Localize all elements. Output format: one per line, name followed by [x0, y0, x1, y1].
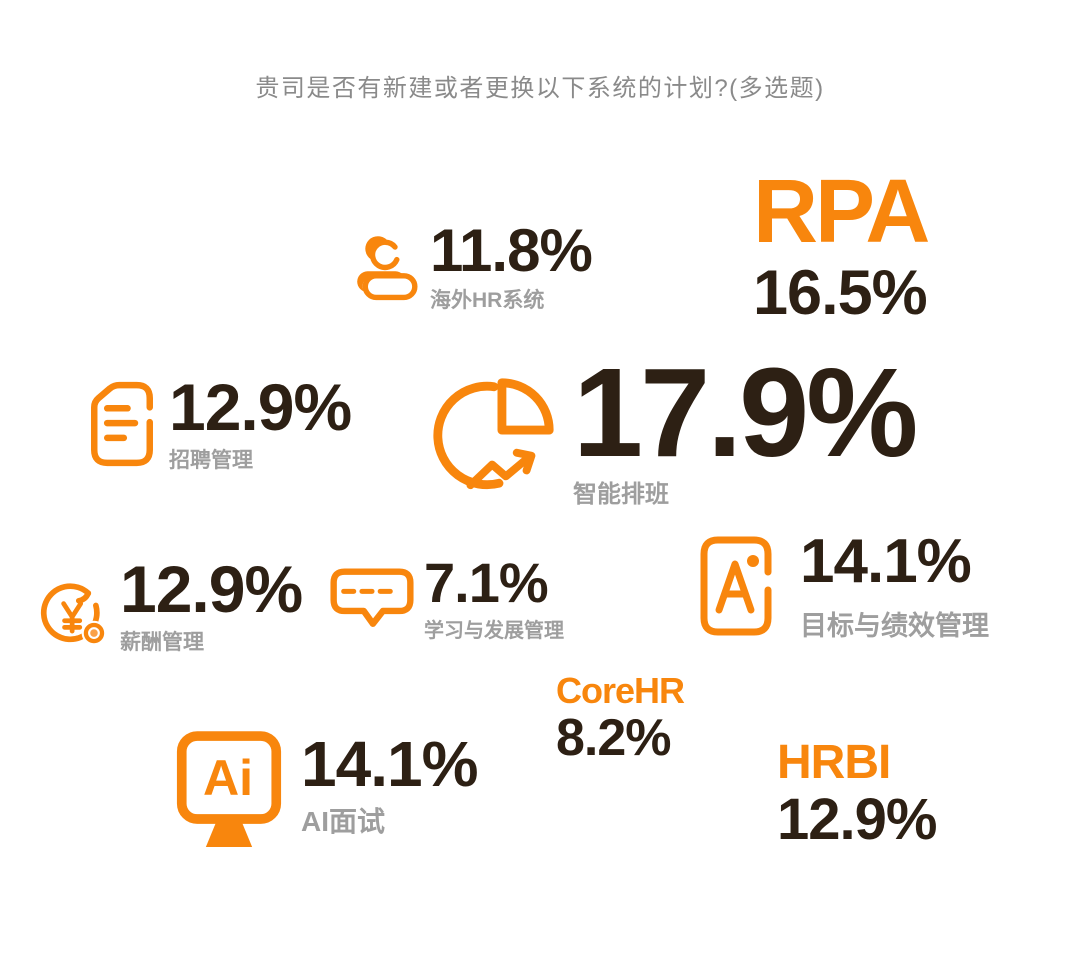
ai-monitor-icon: Ai: [176, 731, 282, 847]
ai-monitor-icon-text: Ai: [203, 750, 253, 806]
item-overseas-hr-value: 11.8%: [430, 217, 593, 284]
item-overseas-hr: 11.8% 海外HR系统: [350, 217, 593, 314]
item-compensation: 12.9% 薪酬管理: [38, 552, 303, 656]
chat-bubble-icon: [330, 568, 414, 627]
item-recruiting-label: 招聘管理: [169, 448, 253, 472]
item-overseas-hr-label: 海外HR系统: [430, 289, 545, 312]
item-performance: 14.1% 目标与绩效管理: [698, 527, 989, 643]
yen-coin-icon: [40, 583, 107, 646]
item-learning-dev-value: 7.1%: [424, 551, 549, 614]
item-rpa-name: RPA: [753, 162, 930, 262]
item-corehr-name: CoreHR: [556, 670, 685, 711]
item-hrbi: HRBI 12.9%: [777, 736, 937, 852]
item-rpa-value: 16.5%: [753, 257, 928, 328]
item-compensation-value: 12.9%: [120, 552, 303, 626]
item-recruiting: 12.9% 招聘管理: [85, 370, 352, 474]
item-performance-value: 14.1%: [800, 527, 972, 596]
item-corehr-value: 8.2%: [556, 709, 672, 768]
item-ai-interview-value: 14.1%: [301, 728, 478, 800]
item-ai-interview-label: AI面试: [301, 805, 386, 837]
item-performance-label: 目标与绩效管理: [800, 610, 989, 641]
item-rpa: RPA 16.5%: [753, 162, 930, 328]
item-smart-scheduling: 17.9% 智能排班: [433, 342, 918, 509]
item-smart-scheduling-label: 智能排班: [573, 480, 669, 508]
chart-title: 贵司是否有新建或者更换以下系统的计划?(多选题): [255, 75, 825, 102]
item-learning-dev: 7.1% 学习与发展管理: [330, 551, 564, 643]
user-icon: [357, 236, 418, 301]
item-hrbi-name: HRBI: [777, 736, 891, 789]
document-icon: [91, 381, 153, 467]
item-hrbi-value: 12.9%: [777, 786, 937, 852]
item-recruiting-value: 12.9%: [169, 370, 352, 444]
item-corehr: CoreHR 8.2%: [556, 670, 685, 768]
grade-a-card-icon: [700, 536, 772, 636]
item-smart-scheduling-value: 17.9%: [573, 342, 918, 483]
item-ai-interview: Ai 14.1% AI面试: [175, 728, 478, 856]
item-compensation-label: 薪酬管理: [120, 630, 204, 654]
pie-chart-trend-icon: [433, 378, 554, 490]
item-learning-dev-label: 学习与发展管理: [424, 620, 564, 643]
